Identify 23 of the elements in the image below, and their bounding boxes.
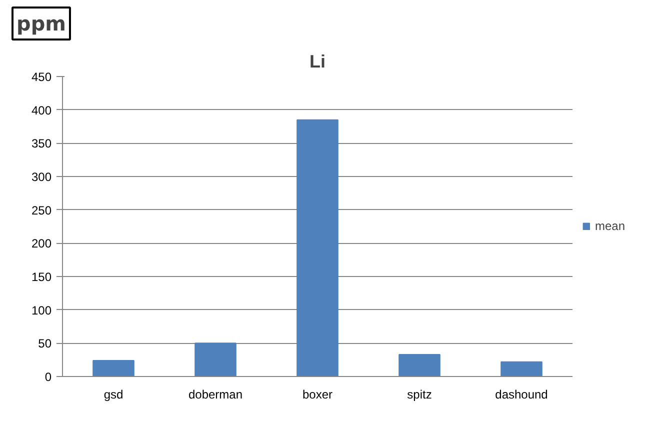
bar	[398, 354, 440, 376]
y-tick-label: 250	[31, 203, 52, 218]
y-tick-label: 0	[44, 370, 52, 384]
y-tick-label: 100	[31, 303, 52, 318]
y-tick-label: 150	[31, 270, 52, 284]
bar	[194, 342, 236, 376]
x-tick-label: dashound	[495, 388, 548, 402]
bar	[92, 360, 134, 376]
y-axis-title: ppm	[16, 12, 66, 36]
x-tick-label: spitz	[407, 388, 432, 402]
chart-title: Li	[310, 52, 326, 72]
y-tick-label: 50	[38, 336, 52, 351]
y-tick-label: 350	[31, 136, 52, 151]
x-tick-label: doberman	[188, 388, 243, 402]
y-tick-label: 450	[31, 70, 52, 84]
bar	[296, 119, 338, 376]
y-tick-label: 400	[31, 103, 52, 118]
x-tick-label: boxer	[302, 388, 333, 402]
x-tick-label: gsd	[104, 388, 124, 402]
y-tick-label: 200	[31, 236, 52, 251]
y-tick-label: 300	[31, 170, 52, 184]
bar	[500, 361, 542, 376]
legend-label: mean	[595, 219, 626, 233]
